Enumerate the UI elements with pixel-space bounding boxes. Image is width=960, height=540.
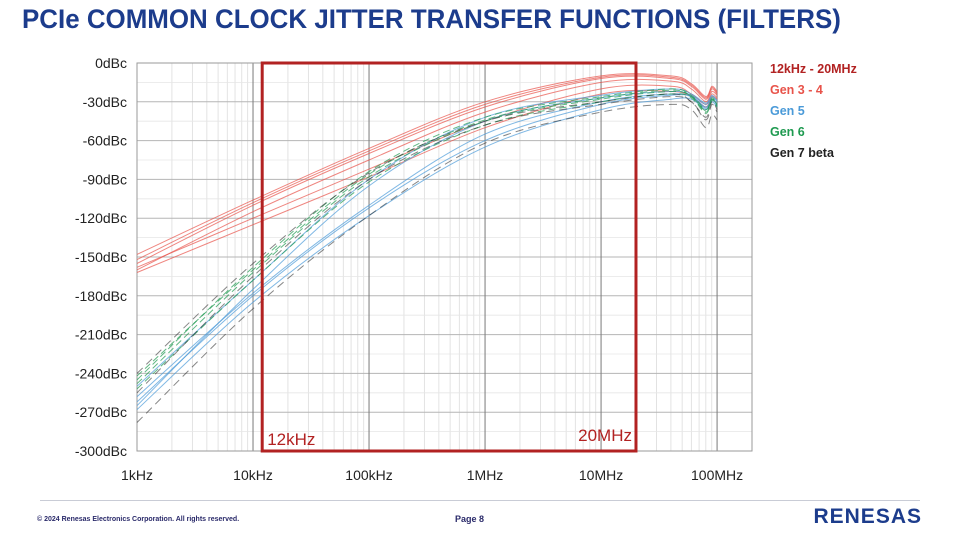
series-line-gen-7-beta-3: [136, 103, 718, 423]
series-line-gen-7-beta-2: [136, 96, 718, 394]
y-tick-label: -30dBc: [83, 94, 127, 110]
series-line-gen-7-beta-1: [136, 93, 718, 374]
integration-band: 12kHz 20MHz: [260, 61, 638, 453]
x-tick-label: 10kHz: [233, 467, 273, 483]
series-line-gen-3-4-2: [136, 75, 718, 264]
series-line-gen-6-2: [136, 88, 718, 381]
x-tick-label: 1kHz: [121, 467, 153, 483]
series-line-gen-3-4-3: [136, 74, 718, 261]
y-tick-label: -180dBc: [75, 288, 127, 304]
y-tick-label: -300dBc: [75, 443, 127, 459]
y-tick-label: -270dBc: [75, 404, 127, 420]
series-line-gen-5-2: [136, 94, 718, 403]
series-line-gen-3-4-4: [136, 84, 718, 268]
y-tick-label: -150dBc: [75, 249, 127, 265]
legend-entry-1: 12kHz - 20MHz: [770, 62, 857, 76]
slide-title: PCIe COMMON CLOCK JITTER TRANSFER FUNCTI…: [22, 4, 841, 34]
series-line-gen-6-4: [136, 89, 718, 377]
legend: 12kHz - 20MHz Gen 3 - 4 Gen 5 Gen 6 Gen 7 be…: [770, 62, 857, 160]
footer-divider: [40, 500, 920, 501]
y-tick-label: -210dBc: [75, 327, 127, 343]
y-tick-label: -60dBc: [83, 133, 127, 149]
renesas-logo: RENESAS: [813, 505, 922, 528]
series-layer: [136, 73, 718, 423]
series-line-gen-3-4-6: [136, 73, 718, 255]
series-line-gen-3-4-1: [136, 78, 718, 271]
legend-entry-5: Gen 7 beta: [770, 146, 835, 160]
series-line-gen-3-4-5: [136, 89, 718, 273]
series-line-gen-5-4: [136, 88, 718, 387]
y-tick-label: -120dBc: [75, 210, 127, 226]
y-tick-label: 0dBc: [95, 55, 127, 71]
jitter-transfer-chart: 12kHz 20MHz 0dBc -30dBc -60dBc -90dBc -120dBc…: [75, 55, 857, 483]
band-label-high: 20MHz: [578, 426, 632, 445]
series-line-gen-6-1: [136, 90, 718, 385]
band-label-low: 12kHz: [267, 430, 315, 449]
series-line-gen-6-3: [136, 93, 718, 390]
x-tick-label: 1MHz: [467, 467, 504, 483]
legend-entry-3: Gen 5: [770, 104, 805, 118]
y-tick-label: -90dBc: [83, 171, 127, 187]
integration-band-box: [260, 61, 638, 453]
x-tick-label: 100kHz: [345, 467, 392, 483]
legend-entry-4: Gen 6: [770, 125, 805, 139]
y-tick-label: -240dBc: [75, 365, 127, 381]
x-tick-label: 10MHz: [579, 467, 623, 483]
series-line-gen-5-3: [136, 93, 718, 398]
y-axis-ticks: 0dBc -30dBc -60dBc -90dBc -120dBc -150dBc -180…: [75, 55, 127, 459]
copyright-text: © 2024 Renesas Electronics Corporation. …: [37, 516, 240, 523]
legend-entry-2: Gen 3 - 4: [770, 83, 823, 97]
page-number: Page 8: [455, 514, 485, 524]
series-line-gen-5-1: [136, 90, 718, 407]
x-tick-label: 100MHz: [691, 467, 743, 483]
x-axis-ticks: 1kHz 10kHz 100kHz 1MHz 10MHz 100MHz: [121, 467, 743, 483]
